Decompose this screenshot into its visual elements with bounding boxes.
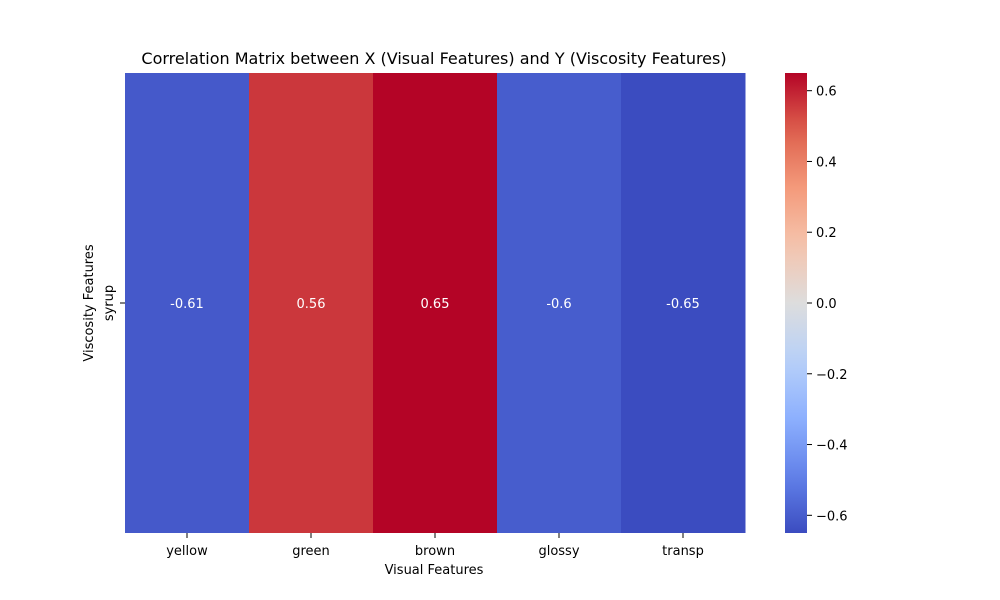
heatmap-cell bbox=[497, 73, 622, 533]
heatmap-cell bbox=[125, 73, 250, 533]
cell-value-label: -0.6 bbox=[546, 297, 571, 312]
colorbar-tick-label: 0.6 bbox=[816, 85, 837, 100]
heatmap-cell bbox=[621, 73, 746, 533]
heatmap-cell bbox=[249, 73, 374, 533]
heatmap-cell bbox=[373, 73, 498, 533]
colorbar-tick-label: 0.0 bbox=[816, 297, 837, 312]
colorbar-tick-label: 0.4 bbox=[816, 155, 837, 170]
heatmap-cells bbox=[125, 73, 746, 533]
x-tick-label: green bbox=[292, 544, 330, 559]
y-axis-ticks: syrup bbox=[102, 285, 125, 321]
colorbar-tick-label: −0.6 bbox=[816, 509, 848, 524]
cell-value-label: -0.65 bbox=[666, 297, 700, 312]
x-tick-label: transp bbox=[662, 544, 704, 559]
cell-value-label: 0.65 bbox=[421, 297, 450, 312]
x-tick-label: brown bbox=[415, 544, 455, 559]
colorbar-gradient bbox=[785, 73, 807, 533]
cell-value-label: 0.56 bbox=[297, 297, 326, 312]
y-tick-label: syrup bbox=[102, 285, 117, 321]
cell-value-label: -0.61 bbox=[170, 297, 204, 312]
y-axis-label: Viscosity Features bbox=[82, 244, 97, 362]
colorbar-tick-label: −0.2 bbox=[816, 368, 848, 383]
colorbar-tick-label: −0.4 bbox=[816, 439, 848, 454]
x-axis-ticks: yellow green brown glossy transp bbox=[166, 533, 704, 559]
x-tick-label: glossy bbox=[538, 544, 579, 559]
colorbar-tick-label: 0.2 bbox=[816, 226, 837, 241]
x-axis-label: Visual Features bbox=[385, 563, 484, 578]
x-tick-label: yellow bbox=[166, 544, 208, 559]
colorbar: −0.6 −0.4 −0.2 0.0 0.2 0.4 0.6 bbox=[785, 73, 848, 533]
chart-title: Correlation Matrix between X (Visual Fea… bbox=[141, 49, 726, 68]
heatmap-cell-labels: -0.61 0.56 0.65 -0.6 -0.65 bbox=[170, 297, 700, 312]
